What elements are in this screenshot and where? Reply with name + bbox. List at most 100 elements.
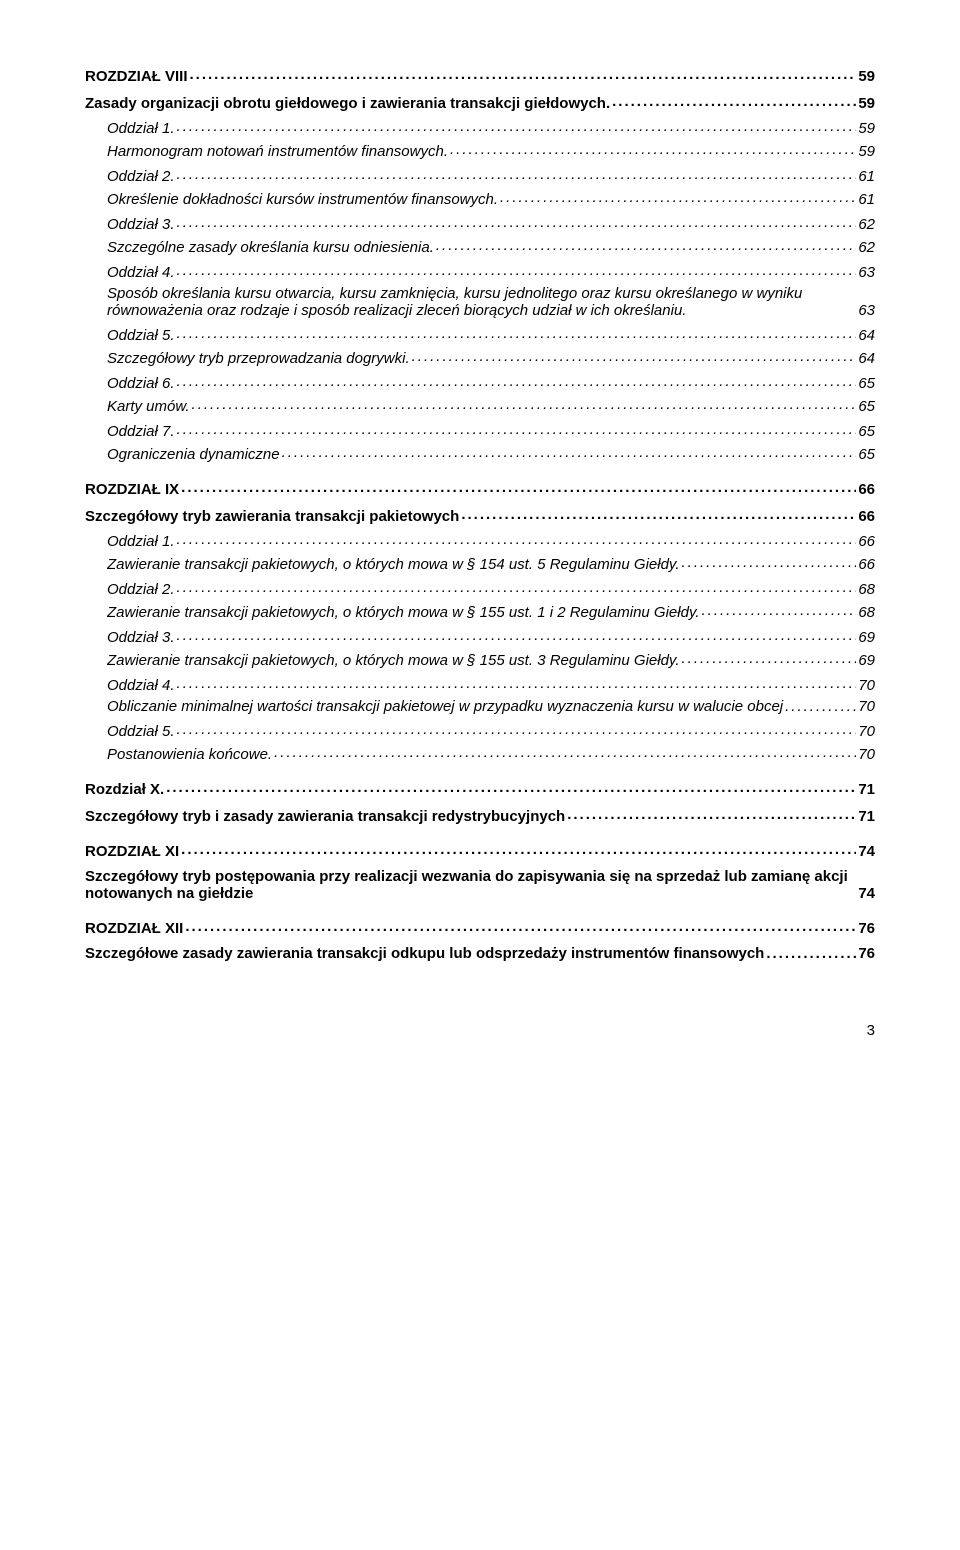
toc-entry: Oddział 4. 63 [107, 262, 875, 281]
toc-entry: Szczegółowy tryb przeprowadzania dogrywk… [107, 348, 875, 367]
toc-entry: Zasady organizacji obrotu giełdowego i z… [85, 93, 875, 112]
toc-page-number: 70 [858, 723, 875, 740]
toc-page-number: 70 [858, 746, 875, 763]
toc-page-number: 65 [858, 423, 875, 440]
toc-leader-dots [702, 602, 857, 617]
toc-page-number: 59 [858, 68, 875, 85]
toc-page-number: 65 [858, 375, 875, 392]
toc-leader-dots [412, 348, 857, 363]
toc-page-number: 62 [858, 216, 875, 233]
toc-label: Oddział 4. [107, 264, 175, 281]
toc-leader-dots [785, 698, 856, 713]
toc-label: Sposób określania kursu otwarcia, kursu … [107, 285, 854, 319]
table-of-contents: ROZDZIAŁ VIII 59Zasady organizacji obrot… [85, 66, 875, 962]
toc-entry: Oddział 7. 65 [107, 421, 875, 440]
toc-leader-dots [177, 166, 857, 181]
toc-page-number: 61 [858, 191, 875, 208]
toc-label: ROZDZIAŁ XI [85, 843, 179, 860]
toc-page-number: 74 [858, 843, 875, 860]
toc-label: Szczegółowy tryb postępowania przy reali… [85, 868, 854, 902]
toc-label: Oddział 3. [107, 629, 175, 646]
toc-entry: Oddział 2. 68 [107, 579, 875, 598]
toc-label: ROZDZIAŁ VIII [85, 68, 188, 85]
toc-entry: Szczegółowe zasady zawierania transakcji… [85, 945, 875, 962]
toc-label: Szczegółowe zasady zawierania transakcji… [85, 945, 764, 962]
toc-page-number: 71 [858, 808, 875, 825]
toc-leader-dots [177, 579, 857, 594]
toc-leader-dots [274, 744, 856, 759]
toc-page-number: 76 [858, 945, 875, 962]
toc-page-number: 68 [858, 604, 875, 621]
toc-label: Szczegółowy tryb przeprowadzania dogrywk… [107, 350, 410, 367]
toc-leader-dots [567, 806, 856, 821]
toc-page-number: 69 [858, 629, 875, 646]
toc-entry: ROZDZIAŁ VIII 59 [85, 66, 875, 85]
toc-entry: Oddział 4. 70 [107, 675, 875, 694]
toc-entry: Ograniczenia dynamiczne 65 [107, 444, 875, 463]
toc-page-number: 70 [858, 698, 875, 715]
toc-leader-dots [181, 841, 856, 856]
toc-label: Rozdział X. [85, 781, 164, 798]
toc-entry: Zawieranie transakcji pakietowych, o któ… [107, 602, 875, 621]
toc-label: Szczegółowy tryb i zasady zawierania tra… [85, 808, 565, 825]
toc-page-number: 59 [858, 120, 875, 137]
toc-entry: Zawieranie transakcji pakietowych, o któ… [107, 650, 875, 669]
toc-label: Zawieranie transakcji pakietowych, o któ… [107, 556, 679, 573]
toc-entry: Oddział 5. 64 [107, 325, 875, 344]
toc-label: Oddział 3. [107, 216, 175, 233]
toc-page-number: 64 [858, 327, 875, 344]
toc-leader-dots [681, 554, 856, 569]
toc-page-number: 70 [858, 677, 875, 694]
toc-leader-dots [177, 214, 857, 229]
toc-entry: Harmonogram notowań instrumentów finanso… [107, 141, 875, 160]
toc-entry: Obliczanie minimalnej wartości transakcj… [107, 698, 875, 715]
toc-label: Oddział 2. [107, 168, 175, 185]
toc-page-number: 61 [858, 168, 875, 185]
toc-page-number: 63 [858, 264, 875, 281]
toc-label: Zawieranie transakcji pakietowych, o któ… [107, 604, 700, 621]
toc-label: Karty umów. [107, 398, 190, 415]
toc-page-number: 69 [858, 652, 875, 669]
toc-leader-dots [766, 945, 856, 960]
toc-entry: Postanowienia końcowe. 70 [107, 744, 875, 763]
toc-label: Określenie dokładności kursów instrument… [107, 191, 498, 208]
toc-label: Harmonogram notowań instrumentów finanso… [107, 143, 448, 160]
toc-page-number: 65 [858, 446, 875, 463]
toc-entry: Rozdział X. 71 [85, 779, 875, 798]
toc-page-number: 59 [858, 143, 875, 160]
toc-leader-dots [177, 262, 857, 277]
toc-entry: Szczegółowy tryb postępowania przy reali… [85, 868, 875, 902]
toc-leader-dots [612, 93, 856, 108]
toc-page-number: 59 [858, 95, 875, 112]
toc-leader-dots [177, 721, 857, 736]
toc-page-number: 68 [858, 581, 875, 598]
toc-entry: Karty umów. 65 [107, 396, 875, 415]
toc-label: Oddział 2. [107, 581, 175, 598]
toc-entry: ROZDZIAŁ IX 66 [85, 479, 875, 498]
toc-label: Szczególne zasady określania kursu odnie… [107, 239, 434, 256]
toc-leader-dots [450, 141, 856, 156]
toc-entry: Zawieranie transakcji pakietowych, o któ… [107, 554, 875, 573]
toc-label: Szczegółowy tryb zawierania transakcji p… [85, 508, 459, 525]
toc-entry: Sposób określania kursu otwarcia, kursu … [107, 285, 875, 319]
toc-label: Oddział 6. [107, 375, 175, 392]
toc-page-number: 64 [858, 350, 875, 367]
toc-page-number: 74 [858, 885, 875, 902]
toc-entry: Oddział 1. 66 [107, 531, 875, 550]
toc-label: Postanowienia końcowe. [107, 746, 272, 763]
toc-page-number: 65 [858, 398, 875, 415]
toc-label: Ograniczenia dynamiczne [107, 446, 280, 463]
toc-leader-dots [282, 444, 857, 459]
toc-leader-dots [185, 918, 856, 933]
toc-page-number: 66 [858, 481, 875, 498]
toc-leader-dots [500, 189, 856, 204]
toc-leader-dots [192, 396, 857, 411]
toc-entry: Oddział 5. 70 [107, 721, 875, 740]
page-number: 3 [85, 1022, 875, 1039]
toc-entry: ROZDZIAŁ XI 74 [85, 841, 875, 860]
toc-label: ROZDZIAŁ XII [85, 920, 183, 937]
page-container: ROZDZIAŁ VIII 59Zasady organizacji obrot… [0, 0, 960, 1079]
toc-page-number: 66 [858, 533, 875, 550]
toc-label: Oddział 5. [107, 327, 175, 344]
toc-page-number: 66 [858, 508, 875, 525]
